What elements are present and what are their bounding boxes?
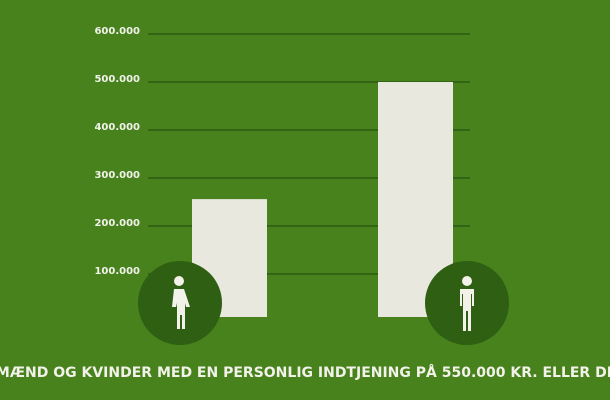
male-icon bbox=[425, 261, 509, 345]
y-tick-label: 100.000 bbox=[94, 266, 140, 277]
y-tick-label: 200.000 bbox=[94, 218, 140, 229]
chart-title: ANTAL MÆND OG KVINDER MED EN PERSONLIG I… bbox=[0, 364, 610, 381]
female-icon bbox=[138, 261, 222, 345]
y-tick-label: 300.000 bbox=[94, 170, 140, 181]
y-tick-label: 400.000 bbox=[94, 122, 140, 133]
y-tick-label: 500.000 bbox=[94, 74, 140, 85]
bars bbox=[192, 82, 453, 317]
y-tick-label: 600.000 bbox=[94, 26, 140, 37]
